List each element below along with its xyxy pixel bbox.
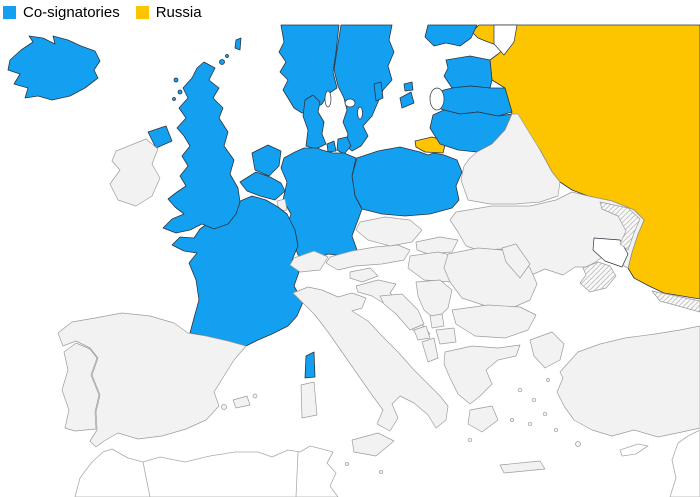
country-spain bbox=[57, 312, 247, 448]
country-turkey bbox=[556, 325, 700, 438]
country-slovakia bbox=[415, 236, 459, 255]
russia-swatch bbox=[135, 6, 149, 19]
island-crete bbox=[499, 460, 546, 474]
region-northern-ireland bbox=[147, 125, 173, 149]
disputed-eastern-ukraine bbox=[599, 201, 641, 251]
region-turkey-thrace bbox=[529, 331, 565, 369]
island-cyprus bbox=[619, 443, 649, 457]
disputed-abkhazia bbox=[651, 290, 700, 313]
country-serbia bbox=[415, 279, 453, 321]
island-corsica bbox=[304, 351, 316, 379]
co-signatories-label: Co-signatories bbox=[23, 4, 120, 21]
country-montenegro bbox=[413, 325, 431, 341]
disputed-crimea bbox=[579, 261, 617, 293]
island-malta bbox=[379, 470, 383, 474]
country-czechia bbox=[355, 216, 423, 247]
country-ireland bbox=[109, 138, 161, 207]
aegean-islands bbox=[345, 378, 581, 466]
denmark-islands bbox=[326, 136, 352, 155]
country-iceland bbox=[7, 35, 101, 101]
country-finland bbox=[424, 24, 478, 47]
country-switzerland bbox=[289, 250, 329, 273]
coast-levant bbox=[669, 429, 700, 497]
country-germany bbox=[280, 147, 363, 261]
africa-country-borders bbox=[142, 451, 299, 497]
country-netherlands bbox=[251, 144, 282, 177]
island-gotland bbox=[373, 81, 384, 102]
country-north-macedonia bbox=[435, 327, 457, 345]
island-sicily bbox=[351, 432, 395, 457]
legend-item-russia: Russia bbox=[135, 3, 202, 22]
country-kosovo bbox=[429, 313, 445, 329]
island-sardinia bbox=[300, 381, 318, 419]
scottish-islands bbox=[172, 37, 242, 101]
sea-of-azov bbox=[592, 237, 629, 268]
country-united-kingdom bbox=[162, 61, 241, 234]
balearic-islands bbox=[221, 393, 258, 410]
country-slovenia bbox=[349, 267, 379, 283]
country-belgium bbox=[239, 171, 286, 201]
estonia-islands bbox=[399, 81, 415, 109]
country-sweden bbox=[333, 24, 395, 152]
country-belarus bbox=[460, 113, 561, 205]
country-denmark bbox=[302, 94, 327, 150]
oslofjord bbox=[324, 90, 332, 108]
russia-label: Russia bbox=[155, 4, 202, 21]
legend-item-co-signatories: Co-signatories bbox=[3, 3, 120, 22]
country-norway bbox=[278, 24, 340, 114]
co-signatories-swatch bbox=[3, 6, 16, 19]
country-greece bbox=[443, 344, 521, 405]
country-austria bbox=[325, 244, 411, 271]
region-peloponnese bbox=[467, 405, 499, 433]
country-portugal bbox=[61, 342, 100, 432]
country-moldova bbox=[501, 243, 531, 279]
country-italy bbox=[292, 286, 449, 432]
lake-vanern bbox=[344, 98, 356, 108]
gulf-of-riga bbox=[429, 87, 445, 111]
country-poland bbox=[351, 146, 463, 217]
legend: Co-signatories Russia bbox=[3, 3, 202, 22]
country-estonia bbox=[443, 55, 493, 89]
country-bosnia bbox=[379, 293, 425, 331]
country-bulgaria bbox=[451, 304, 537, 339]
country-albania bbox=[421, 337, 439, 363]
lake-ladoga bbox=[493, 24, 518, 56]
coast-north-africa bbox=[74, 445, 339, 497]
lake-vattern bbox=[357, 106, 363, 120]
